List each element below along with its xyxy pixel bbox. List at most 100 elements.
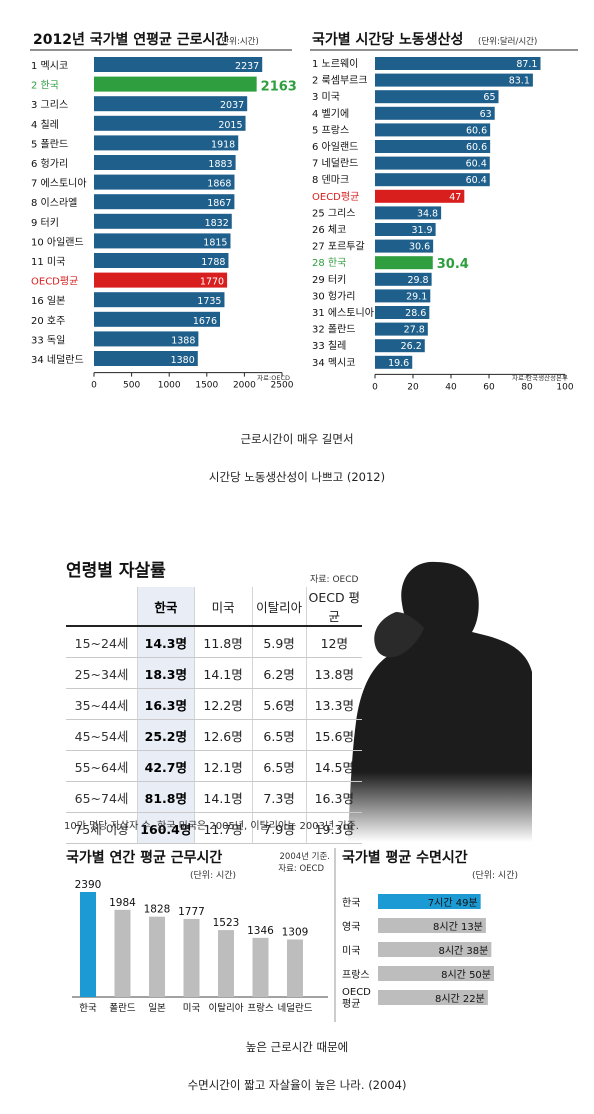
- category-label: 2 룩셈부르크: [312, 75, 368, 87]
- bar: [378, 942, 492, 957]
- chart4-year-note: 2004년 기준.: [280, 851, 331, 862]
- table-header-row: 한국 미국 이탈리아 OECD 평균: [66, 587, 362, 627]
- category-label: 프랑스: [342, 969, 370, 981]
- caption-bottom-line1: 높은 근로시간 때문에: [245, 1040, 349, 1054]
- bar: [375, 140, 491, 153]
- bar: [94, 115, 246, 131]
- table-cell-oecd: 12명: [305, 626, 362, 658]
- x-tick-label: 100: [556, 382, 573, 390]
- category-label: OECD평균: [312, 191, 359, 203]
- table-cell-oecd: 16.3명: [305, 781, 362, 813]
- x-tick-label: 1500: [195, 381, 218, 390]
- category-label: 영국: [342, 921, 360, 933]
- table-cell-italy: 5.6명: [251, 688, 307, 720]
- bar: [375, 156, 490, 170]
- category-label: 6 헝가리: [31, 158, 68, 170]
- table-row: 25~34세 18.3명 14.1명 6.2명 13.8명: [66, 657, 362, 689]
- bar: [94, 272, 228, 288]
- bar: [183, 918, 200, 997]
- table-row: 55~64세 42.7명 12.1명 6.5명 14.5명: [66, 750, 362, 782]
- table-cell-italy: 5.9명: [251, 626, 307, 658]
- bar: [287, 939, 303, 997]
- data-label: 1867: [207, 198, 231, 209]
- table-cell-age: 15~24세: [66, 626, 138, 658]
- table-cell-usa: 11.8명: [193, 626, 253, 658]
- data-label: 8시간 13분: [433, 921, 483, 933]
- category-label: 이탈리아: [209, 1002, 244, 1014]
- bar: [375, 206, 442, 220]
- data-label: 8시간 22분: [435, 993, 485, 1005]
- bar: [94, 292, 225, 308]
- bar: [149, 916, 165, 997]
- bar: [375, 289, 431, 303]
- category-label: 16 일본: [31, 295, 65, 307]
- category-label: 34 네덜란드: [31, 354, 84, 366]
- suicide-table-title: 연령별 자살률: [66, 561, 166, 581]
- table-cell-korea: 18.3명: [137, 657, 195, 689]
- chart1-source: 자료:OECD: [257, 373, 290, 382]
- data-label: 87.1: [516, 59, 537, 70]
- table-cell-korea: 81.8명: [137, 781, 195, 813]
- table-header-usa: 미국: [193, 587, 253, 627]
- category-label: 29 터키: [312, 274, 346, 286]
- bar: [94, 194, 235, 210]
- chart4-unit: (단위: 시간): [190, 870, 236, 881]
- table-cell-age: 55~64세: [66, 750, 138, 782]
- data-label: 1388: [171, 335, 195, 346]
- data-label: 60.6: [466, 125, 487, 136]
- category-label: 평균: [342, 998, 360, 1010]
- data-label: 31.9: [411, 225, 432, 236]
- suicide-rate-table: 한국 미국 이탈리아 OECD 평균 15~24세 14.3명 11.8명 5.…: [66, 587, 362, 844]
- bar: [80, 892, 96, 997]
- category-label: 30 헝가리: [312, 290, 356, 302]
- table-cell-usa: 12.6명: [193, 719, 253, 751]
- category-label: 26 체코: [312, 224, 346, 236]
- x-tick-label: 0: [372, 382, 378, 390]
- data-label: 29.1: [406, 291, 427, 302]
- data-label: 1309: [282, 926, 309, 938]
- category-label: 일본: [148, 1003, 166, 1014]
- bar: [375, 355, 413, 369]
- bar: [375, 173, 490, 187]
- data-label: 8시간 50분: [441, 969, 491, 981]
- data-label: 63: [480, 109, 492, 120]
- data-label: 60.4: [466, 159, 487, 170]
- data-label: 60.6: [466, 142, 487, 153]
- x-tick-label: 500: [123, 381, 140, 390]
- data-label: 1918: [211, 139, 235, 150]
- data-label: 2237: [235, 61, 259, 72]
- bar: [375, 322, 428, 336]
- data-label: 1735: [197, 296, 221, 307]
- bar: [94, 135, 239, 151]
- category-label: 2 한국: [31, 80, 59, 92]
- bar: [218, 930, 234, 997]
- table-row: 45~54세 25.2명 12.6명 6.5명 15.6명: [66, 719, 362, 751]
- table-row: 75세 이상 160.4명 11.7명 7.9명 19.3명: [66, 812, 362, 844]
- table-cell-oecd: 19.3명: [305, 812, 362, 844]
- table-cell-usa: 14.1명: [193, 657, 253, 689]
- category-label: 11 미국: [31, 256, 65, 268]
- table-header-oecd: OECD 평균: [305, 587, 362, 627]
- bar: [94, 174, 235, 190]
- category-label: 한국: [342, 897, 360, 909]
- data-label: 1523: [213, 917, 240, 929]
- bar: [375, 272, 432, 286]
- category-label: 33 칠레: [312, 340, 346, 352]
- chart2-unit: (단위:달러/시간): [478, 36, 537, 47]
- data-label: 1777: [178, 906, 205, 918]
- table-row: 65~74세 81.8명 14.1명 7.3명 16.3명: [66, 781, 362, 813]
- data-label: 34.8: [417, 208, 438, 219]
- data-label: 1883: [208, 159, 232, 170]
- table-cell-oecd: 13.8명: [305, 657, 362, 689]
- bar: [94, 155, 236, 170]
- table-cell-age: 65~74세: [66, 781, 138, 813]
- category-label: 28 한국: [312, 257, 346, 269]
- x-tick-label: 0: [91, 381, 97, 390]
- category-label: 미국: [183, 1003, 201, 1014]
- category-label: 미국: [342, 945, 360, 957]
- table-header-age: [66, 587, 138, 627]
- annual-hours-2004-chart: 국가별 연간 평균 근무시간 (단위: 시간) 2004년 기준. 자료: OE…: [66, 849, 331, 1014]
- bar: [94, 213, 232, 229]
- category-label: 31 에스토니아: [312, 307, 374, 319]
- bar: [378, 966, 494, 981]
